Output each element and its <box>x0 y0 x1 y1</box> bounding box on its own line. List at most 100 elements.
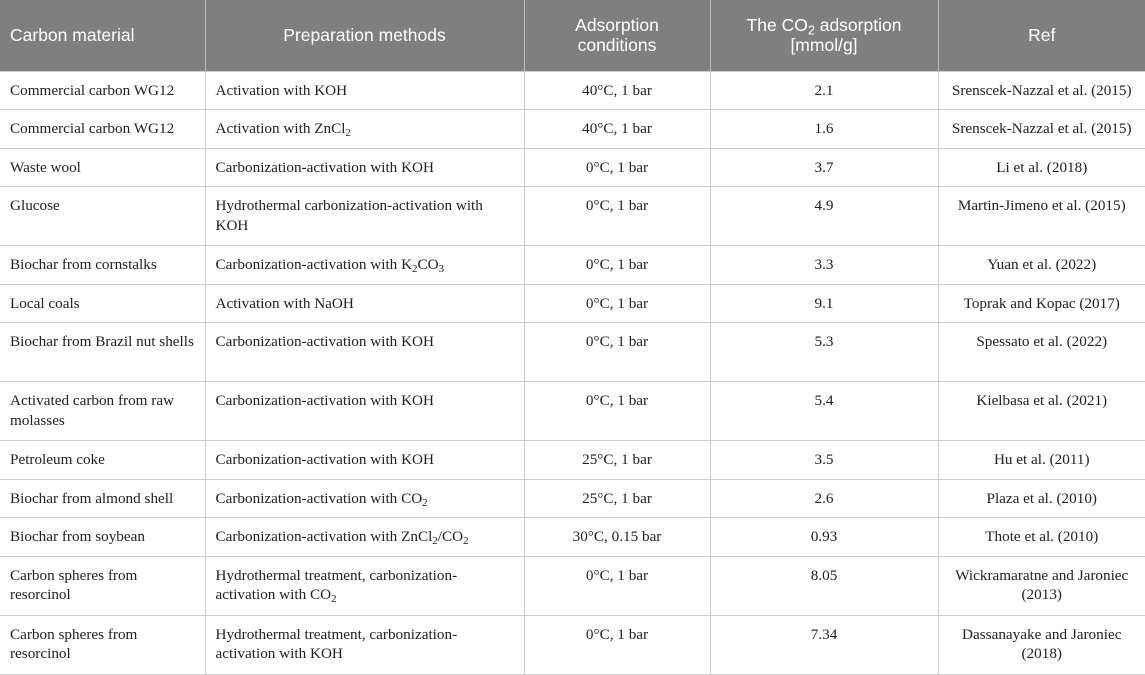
header-ref: Ref <box>938 0 1145 71</box>
cell-co2-adsorption: 3.7 <box>709 147 939 187</box>
table-row: Waste wool Carbonization-activation with… <box>0 147 1145 187</box>
cell-adsorption-conditions: 0°C, 1 bar <box>523 283 711 323</box>
cell-co2-adsorption: 2.1 <box>709 70 939 110</box>
table-header: Carbon material Preparation methods Adso… <box>0 0 1145 71</box>
cell-carbon-material: Biochar from soybean <box>0 517 206 557</box>
cell-carbon-material: Biochar from almond shell <box>0 478 206 518</box>
cell-preparation-method: Carbonization-activation with KOH <box>204 322 525 382</box>
cell-co2-adsorption: 7.34 <box>709 614 939 675</box>
cell-ref: Yuan et al. (2022) <box>937 245 1145 285</box>
cell-carbon-material: Glucose <box>0 186 206 246</box>
cell-preparation-method: Carbonization-activation with KOH <box>204 147 525 187</box>
cell-adsorption-conditions: 0°C, 1 bar <box>523 245 711 285</box>
cell-adsorption-conditions: 0°C, 1 bar <box>523 555 711 616</box>
cell-co2-adsorption: 4.9 <box>709 186 939 246</box>
cell-adsorption-conditions: 30°C, 0.15 bar <box>523 517 711 557</box>
cell-ref: Plaza et al. (2010) <box>937 478 1145 518</box>
cell-co2-adsorption: 3.5 <box>709 440 939 480</box>
method-text: Hydrothermal treatment, carbonization-ac… <box>215 566 458 604</box>
cell-ref: Hu et al. (2011) <box>937 440 1145 480</box>
method-text: Carbonization-activation with K <box>215 256 413 273</box>
method-text: Hydrothermal treatment, carbonization-ac… <box>215 625 458 663</box>
cell-carbon-material: Waste wool <box>0 147 206 187</box>
cell-adsorption-conditions: 0°C, 1 bar <box>523 381 711 441</box>
cell-adsorption-conditions: 25°C, 1 bar <box>523 478 711 518</box>
header-preparation-methods: Preparation methods <box>205 0 525 71</box>
table-row: Commercial carbon WG12 Activation with Z… <box>0 109 1145 149</box>
method-text-mid: /CO <box>437 528 464 545</box>
cell-adsorption-conditions: 0°C, 1 bar <box>523 147 711 187</box>
method-text: Carbonization-activation with KOH <box>215 333 434 350</box>
table-row: Local coals Activation with NaOH 0°C, 1 … <box>0 283 1145 323</box>
cell-co2-adsorption: 8.05 <box>709 555 939 616</box>
cell-adsorption-conditions: 40°C, 1 bar <box>523 70 711 110</box>
method-subscript: 2 <box>345 127 351 140</box>
cell-preparation-method: Carbonization-activation with KOH <box>204 381 525 441</box>
cell-carbon-material: Carbon spheres from resorcinol <box>0 614 206 675</box>
method-text: Hydrothermal carbonization-activation wi… <box>215 197 483 234</box>
cell-preparation-method: Carbonization-activation with KOH <box>204 440 525 480</box>
cell-preparation-method: Activation with KOH <box>204 70 525 110</box>
cell-co2-adsorption: 3.3 <box>709 245 939 285</box>
cell-co2-adsorption: 2.6 <box>709 478 939 518</box>
header-co2-adsorption-unit: adsorption [mmol/g] <box>790 15 902 56</box>
cell-carbon-material: Commercial carbon WG12 <box>0 109 206 149</box>
method-text: Activation with KOH <box>215 81 348 99</box>
method-subscript-2: 2 <box>463 535 469 548</box>
cell-carbon-material: Activated carbon from raw molasses <box>0 381 206 441</box>
table-body: Commercial carbon WG12 Activation with K… <box>0 70 1145 675</box>
method-subscript: 2 <box>412 263 418 276</box>
method-text: Activation with NaOH <box>215 294 354 312</box>
cell-carbon-material: Commercial carbon WG12 <box>0 70 206 110</box>
cell-ref: Thote et al. (2010) <box>937 517 1145 557</box>
cell-preparation-method: Carbonization-activation with CO2 <box>204 478 525 518</box>
header-co2-subscript: 2 <box>807 23 815 38</box>
cell-adsorption-conditions: 0°C, 1 bar <box>523 322 711 382</box>
cell-ref: Dassanayake and Jaroniec (2018) <box>937 614 1145 675</box>
header-co2-adsorption: The CO2 adsorption [mmol/g] <box>710 0 939 71</box>
cell-carbon-material: Petroleum coke <box>0 440 206 480</box>
method-subscript: 2 <box>422 496 428 509</box>
cell-adsorption-conditions: 25°C, 1 bar <box>523 440 711 480</box>
table-row: Biochar from soybean Carbonization-activ… <box>0 517 1145 557</box>
table-row: Commercial carbon WG12 Activation with K… <box>0 70 1145 110</box>
header-adsorption-conditions: Adsorption conditions <box>524 0 711 71</box>
method-text: Carbonization-activation with KOH <box>215 451 434 468</box>
method-subscript: 2 <box>331 593 337 606</box>
cell-preparation-method: Activation with NaOH <box>204 283 525 323</box>
header-row: Carbon material Preparation methods Adso… <box>0 0 1145 71</box>
cell-adsorption-conditions: 0°C, 1 bar <box>523 614 711 675</box>
cell-ref: Martin-Jimeno et al. (2015) <box>937 186 1145 246</box>
method-subscript-2: 3 <box>438 263 445 276</box>
cell-adsorption-conditions: 0°C, 1 bar <box>523 186 711 246</box>
method-text: Carbonization-activation with ZnCl <box>215 528 433 545</box>
table-row: Petroleum coke Carbonization-activation … <box>0 440 1145 480</box>
cell-preparation-method: Carbonization-activation with ZnCl2/CO2 <box>204 517 525 557</box>
cell-co2-adsorption: 9.1 <box>709 283 939 323</box>
table-row: Biochar from Brazil nut shells Carboniza… <box>0 322 1145 382</box>
cell-ref: Wickramaratne and Jaroniec (2013) <box>937 555 1145 616</box>
cell-co2-adsorption: 5.3 <box>709 322 939 382</box>
cell-ref: Kielbasa et al. (2021) <box>937 381 1145 441</box>
header-carbon-material: Carbon material <box>0 0 206 71</box>
method-text: Carbonization-activation with KOH <box>215 392 434 409</box>
cell-preparation-method: Hydrothermal treatment, carbonization-ac… <box>204 555 525 616</box>
cell-ref: Srenscek-Nazzal et al. (2015) <box>937 109 1145 149</box>
method-text: Carbonization-activation with KOH <box>215 158 434 176</box>
method-text-mid: CO <box>417 256 439 273</box>
cell-preparation-method: Hydrothermal carbonization-activation wi… <box>204 186 525 246</box>
cell-preparation-method: Hydrothermal treatment, carbonization-ac… <box>204 614 525 675</box>
cell-ref: Srenscek-Nazzal et al. (2015) <box>937 70 1145 110</box>
table-row: Biochar from cornstalks Carbonization-ac… <box>0 245 1145 285</box>
cell-adsorption-conditions: 40°C, 1 bar <box>523 109 711 149</box>
header-co2-adsorption-text: The CO <box>746 15 808 36</box>
cell-carbon-material: Biochar from Brazil nut shells <box>0 322 206 382</box>
table-row: Carbon spheres from resorcinol Hydrother… <box>0 614 1145 675</box>
cell-co2-adsorption: 0.93 <box>709 517 939 557</box>
cell-carbon-material: Local coals <box>0 283 206 323</box>
table-row: Biochar from almond shell Carbonization-… <box>0 478 1145 518</box>
cell-ref: Toprak and Kopac (2017) <box>937 283 1145 323</box>
cell-preparation-method: Carbonization-activation with K2CO3 <box>204 245 525 285</box>
method-text: Activation with ZnCl <box>215 120 346 137</box>
